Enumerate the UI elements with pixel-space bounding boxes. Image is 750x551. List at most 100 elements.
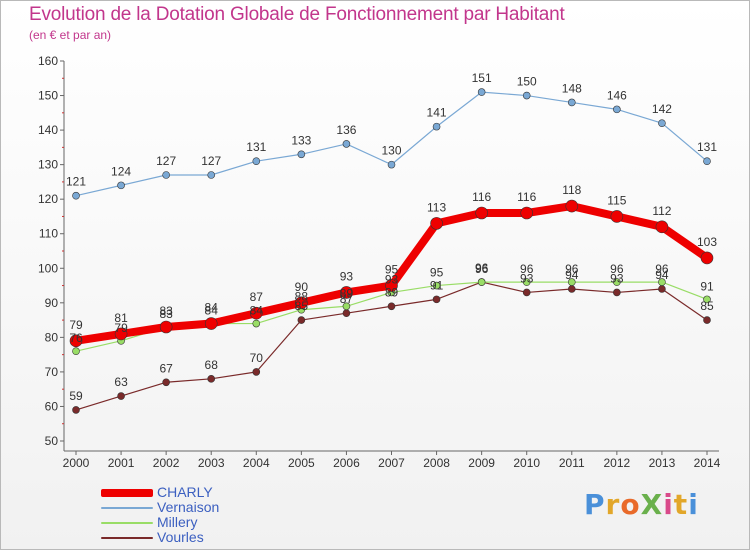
data-label-charly: 83: [159, 304, 173, 318]
data-label-millery: 79: [114, 321, 128, 335]
y-tick-label: 110: [39, 227, 58, 241]
y-tick-label: 70: [45, 365, 59, 379]
data-point-vourles: [658, 285, 666, 293]
data-label-charly: 116: [517, 190, 536, 204]
data-point-charly: [430, 217, 443, 230]
data-point-millery: [477, 278, 486, 286]
legend-swatch: [101, 521, 153, 524]
data-label-charly: 87: [250, 290, 264, 304]
data-point-millery: [432, 281, 441, 290]
data-point-charly: [565, 199, 579, 213]
data-label-vernaison: 127: [156, 154, 176, 168]
data-point-vourles: [432, 295, 441, 304]
data-point-charly: [340, 286, 353, 299]
data-label-vernaison: 141: [427, 106, 447, 120]
data-point-vernaison: [297, 150, 306, 159]
data-label-millery: 91: [700, 279, 714, 293]
y-tick-label: 90: [45, 296, 59, 310]
data-point-vourles: [117, 392, 125, 400]
logo-letter: i: [688, 488, 699, 521]
data-point-millery: [703, 295, 711, 304]
logo-letter: t: [673, 488, 689, 521]
x-tick-label: 2011: [559, 456, 585, 470]
y-tick-label: 150: [38, 89, 58, 103]
data-point-charly: [249, 306, 263, 320]
data-label-vourles: 70: [250, 351, 264, 365]
data-point-vernaison: [613, 105, 621, 114]
legend-item-vernaison: Vernaison: [101, 500, 219, 515]
logo-letter: r: [605, 488, 621, 521]
data-point-vernaison: [387, 160, 396, 169]
logo-letter: X: [640, 488, 664, 521]
data-point-charly: [655, 220, 669, 234]
data-label-millery: 96: [475, 262, 489, 276]
data-point-vourles: [703, 316, 711, 324]
legend-item-millery: Millery: [101, 515, 219, 530]
data-label-millery: 96: [655, 262, 669, 276]
data-point-charly: [69, 334, 83, 348]
logo-letter: o: [620, 488, 641, 521]
y-tick-label: 50: [45, 434, 59, 448]
data-point-millery: [72, 347, 80, 355]
data-label-vernaison: 131: [697, 140, 717, 154]
data-point-vernaison: [703, 157, 711, 165]
data-point-millery: [252, 319, 261, 328]
data-label-vourles: 96: [475, 261, 489, 275]
data-point-vourles: [162, 378, 170, 387]
data-point-millery: [613, 278, 621, 286]
data-label-millery: 96: [565, 262, 579, 276]
data-point-vernaison: [162, 171, 170, 179]
data-point-millery: [342, 302, 351, 311]
legend-label: CHARLY: [157, 484, 213, 500]
data-label-millery: 88: [295, 290, 309, 304]
data-label-vourles: 67: [159, 361, 173, 375]
x-tick-label: 2005: [288, 456, 315, 470]
data-label-vernaison: 148: [562, 81, 582, 95]
data-point-vourles: [387, 302, 396, 311]
chart-title: Evolution de la Dotation Globale de Fonc…: [29, 4, 565, 25]
data-point-vernaison: [342, 140, 351, 148]
x-tick-label: 2012: [604, 456, 631, 470]
y-tick-label: 140: [38, 123, 58, 137]
data-point-vernaison: [72, 191, 80, 200]
x-tick-label: 2007: [378, 456, 405, 470]
data-label-vernaison: 131: [246, 140, 266, 154]
data-label-vourles: 93: [610, 271, 624, 285]
x-tick-label: 2000: [63, 456, 90, 470]
x-tick-label: 2006: [333, 456, 360, 470]
data-label-vernaison: 121: [66, 175, 86, 189]
data-label-vourles: 89: [385, 285, 399, 299]
data-point-millery: [658, 278, 666, 286]
x-tick-label: 2001: [108, 456, 135, 470]
data-label-charly: 84: [205, 301, 219, 315]
legend-label: Vernaison: [157, 499, 220, 515]
data-label-vernaison: 136: [336, 123, 356, 137]
data-label-vernaison: 130: [381, 144, 401, 158]
data-label-millery: 96: [610, 262, 624, 276]
x-tick-label: 2003: [198, 456, 225, 470]
data-label-millery: 93: [385, 272, 399, 286]
y-tick-label: 80: [45, 330, 59, 344]
y-tick-label: 130: [38, 158, 58, 172]
logo-letter: P: [584, 488, 606, 521]
data-label-vernaison: 133: [291, 133, 311, 147]
data-point-vernaison: [522, 91, 531, 100]
data-label-vourles: 85: [295, 299, 309, 313]
data-label-vourles: 91: [430, 278, 444, 292]
data-label-charly: 93: [340, 269, 354, 283]
y-tick-label: 100: [38, 261, 58, 275]
x-tick-label: 2002: [153, 456, 180, 470]
legend-item-vourles: Vourles: [101, 530, 219, 545]
data-point-charly: [475, 206, 488, 220]
legend-swatch: [101, 488, 153, 497]
chart-subtitle: (en € et par an): [29, 28, 112, 42]
data-point-vourles: [522, 288, 531, 297]
legend-item-charly: CHARLY: [101, 485, 219, 500]
data-label-millery: 89: [340, 286, 354, 300]
data-label-vourles: 94: [565, 268, 579, 282]
data-point-charly: [159, 320, 173, 334]
logo-letter: i: [663, 488, 674, 521]
data-point-charly: [385, 279, 398, 292]
